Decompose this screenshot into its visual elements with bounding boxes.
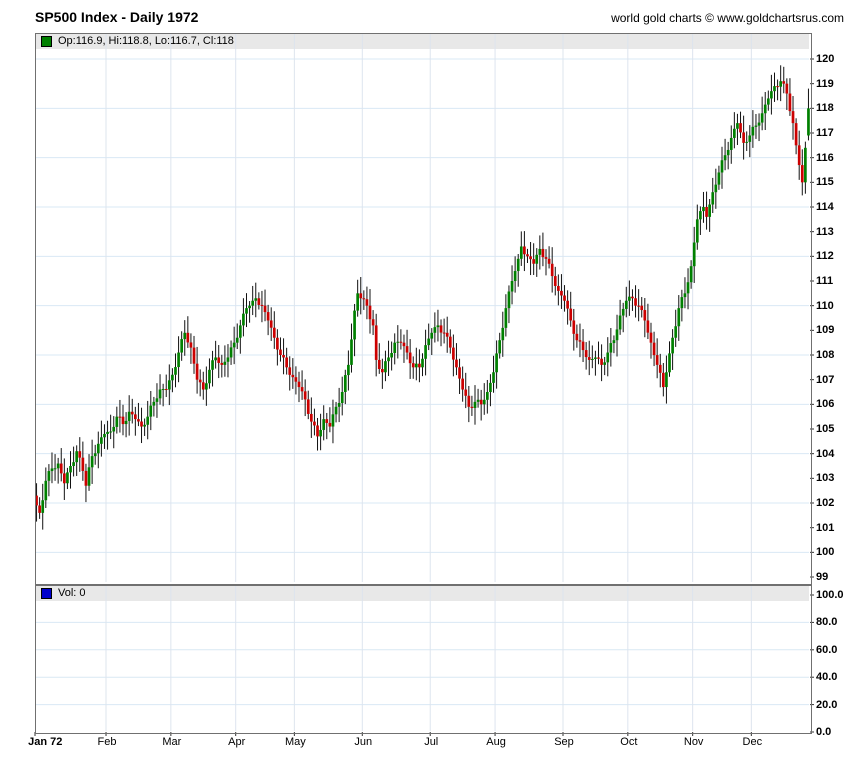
volume-axis-label: 20.0	[816, 698, 838, 711]
price-axis-label: 119	[816, 77, 834, 90]
ohlc-legend-bg	[36, 34, 809, 49]
month-label: Sep	[554, 736, 574, 748]
attribution: world gold charts © www.goldchartsrus.co…	[611, 11, 844, 25]
month-label: Aug	[486, 736, 506, 748]
price-axis-label: 101	[816, 521, 835, 534]
price-axis-label: 107	[816, 373, 835, 386]
price-axis-label: 103	[816, 472, 835, 485]
month-label: Feb	[97, 736, 117, 748]
price-axis-label: 105	[816, 423, 835, 435]
volume-legend-bg	[36, 586, 809, 601]
price-axis-label: 118	[816, 102, 834, 115]
volume-axis-label: 0.0	[816, 726, 832, 738]
price-axis-label: 114	[816, 201, 834, 213]
candlestick-series	[35, 65, 810, 530]
month-label: Oct	[620, 736, 638, 748]
ohlc-legend-label: Op:116.9, Hi:118.8, Lo:116.7, Cl:118	[58, 35, 234, 47]
gridlines	[36, 34, 809, 731]
axis-tick-marks	[34, 58, 814, 736]
ohlc-legend: Op:116.9, Hi:118.8, Lo:116.7, Cl:118	[41, 33, 234, 49]
price-axis-label: 104	[816, 447, 835, 460]
price-axis-label: 110	[816, 299, 834, 312]
month-label: Mar	[162, 736, 182, 748]
month-label: Jun	[354, 736, 373, 748]
price-axis-label: 100	[816, 546, 835, 559]
price-axis-label: 116	[816, 151, 834, 164]
month-label: May	[284, 736, 306, 748]
volume-axis-label: 40.0	[816, 671, 838, 684]
month-label: Jan 72	[28, 736, 63, 748]
volume-swatch-icon	[41, 587, 52, 599]
month-label: Nov	[683, 736, 704, 748]
price-axis-label: 102	[816, 497, 835, 509]
volume-axis-label: 60.0	[816, 643, 838, 656]
volume-legend-label: Vol: 0	[58, 587, 86, 599]
price-axis-label: 115	[816, 176, 834, 189]
volume-axis-label: 80.0	[816, 616, 838, 629]
price-axis-label: 111	[816, 275, 834, 287]
price-axis-label: 113	[816, 225, 834, 238]
up-candle-swatch-icon	[41, 35, 52, 47]
month-label: Jul	[424, 736, 439, 748]
price-axis-label: 99	[816, 571, 829, 583]
price-axis-label: 109	[816, 324, 835, 337]
month-label: Apr	[228, 736, 246, 748]
price-axis-label: 112	[816, 250, 834, 263]
month-label: Dec	[742, 736, 763, 748]
volume-axis-label: 100.0	[816, 589, 844, 601]
page-title: SP500 Index - Daily 1972	[35, 9, 199, 25]
price-axis-label: 120	[816, 53, 835, 65]
volume-legend: Vol: 0	[41, 585, 86, 601]
price-axis-label: 106	[816, 398, 835, 411]
price-axis-label: 108	[816, 349, 835, 361]
price-axis-label: 117	[816, 127, 834, 139]
